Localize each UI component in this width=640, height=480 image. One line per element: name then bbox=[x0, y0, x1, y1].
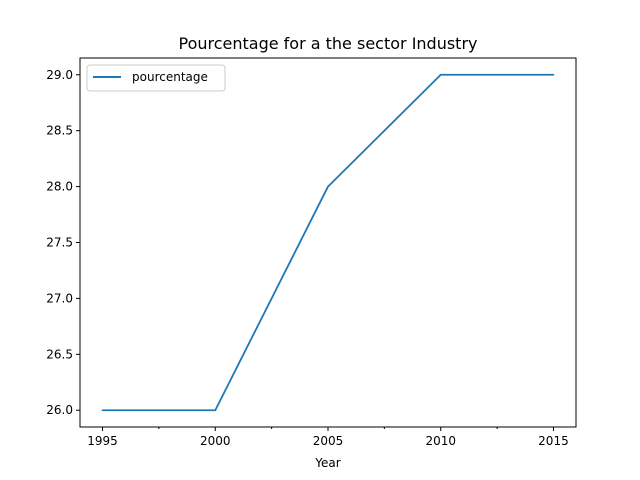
x-tick-label: 2010 bbox=[425, 434, 456, 448]
series-layer bbox=[101, 73, 555, 412]
x-tick-label: 2015 bbox=[538, 434, 569, 448]
data-point bbox=[439, 73, 442, 76]
data-point bbox=[214, 409, 217, 412]
data-point bbox=[101, 409, 104, 412]
y-tick-label: 28.5 bbox=[46, 124, 73, 138]
legend-box bbox=[86, 64, 226, 92]
y-tick-label: 26.5 bbox=[46, 347, 73, 361]
x-tick-label: 2000 bbox=[200, 434, 231, 448]
legend-label: pourcentage bbox=[132, 70, 208, 84]
data-point bbox=[327, 185, 329, 188]
x-tick-label: 2005 bbox=[313, 434, 344, 448]
y-tick-label: 27.5 bbox=[46, 236, 73, 250]
y-tick-label: 28.0 bbox=[46, 180, 73, 194]
x-axis: 1995 2000 2005 2010 2015 bbox=[87, 427, 569, 448]
y-axis: 26.0 26.5 27.0 27.5 28.0 28.5 29.0 bbox=[46, 68, 80, 417]
legend: pourcentage bbox=[86, 64, 226, 92]
y-tick-label: 26.0 bbox=[46, 403, 73, 417]
x-axis-label: Year bbox=[314, 456, 340, 470]
x-tick-label: 1995 bbox=[87, 434, 118, 448]
y-tick-label: 29.0 bbox=[46, 68, 73, 82]
chart-title: Pourcentage for a the sector Industry bbox=[178, 34, 477, 53]
y-tick-label: 27.0 bbox=[46, 291, 73, 305]
data-point bbox=[552, 73, 555, 76]
